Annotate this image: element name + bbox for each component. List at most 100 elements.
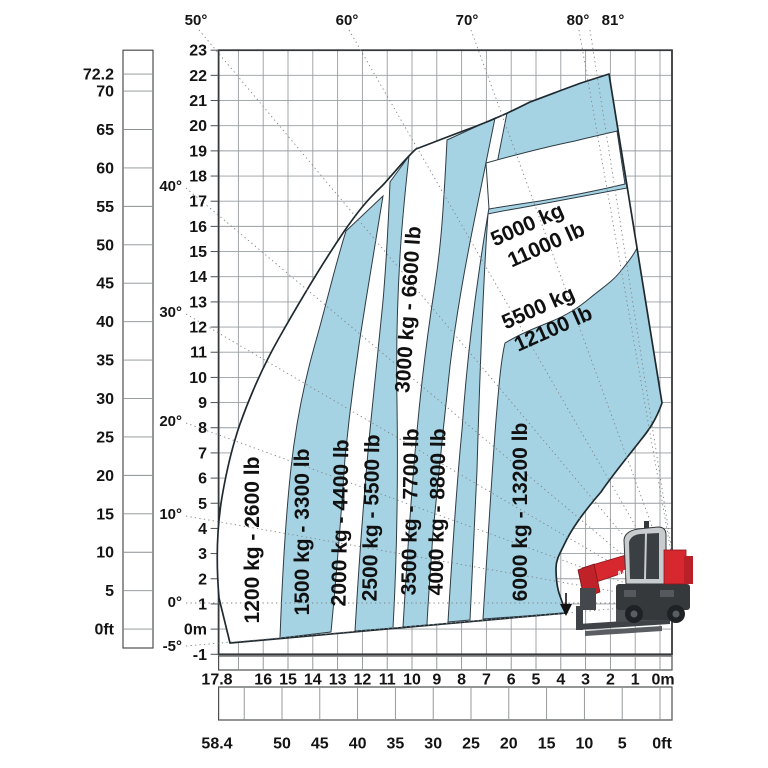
engine-body [663, 549, 687, 585]
height-m-label: 17 [189, 194, 207, 211]
reach-m-label: 8 [457, 672, 466, 689]
height-ft-label: 35 [96, 353, 114, 370]
height-m-label: 14 [189, 269, 207, 286]
height-ft-label: 15 [96, 506, 114, 523]
height-m-label: 10 [189, 370, 207, 387]
height-m-label: 11 [190, 345, 207, 362]
reach-m-label: 9 [432, 672, 441, 689]
height-m-label: 8 [198, 420, 207, 437]
height-m-label: 23 [189, 43, 207, 60]
height-m-label: 9 [198, 395, 207, 412]
cab-pillar [644, 532, 647, 580]
height-m-label: 1 [198, 596, 207, 613]
zone-band-1500 [279, 194, 384, 639]
height-ft-label: 70 [96, 84, 114, 101]
height-ft-label: 10 [96, 545, 114, 562]
reach-ft-label: 50 [273, 736, 291, 753]
height-ft-label: 5 [105, 583, 114, 600]
wheel-hub [630, 610, 638, 618]
reach-ft-label: 10 [576, 736, 594, 753]
height-scale-ft-ruler [122, 49, 154, 649]
height-ft-label: 45 [96, 276, 114, 293]
brand-logo-text: M [617, 569, 628, 581]
boom-angle-top-label: 81° [602, 12, 625, 29]
height-m-label: 20 [189, 118, 207, 135]
reach-scale-ft-ruler [218, 686, 673, 721]
height-m-label: 16 [189, 219, 207, 236]
boom-angle-left-label: 40° [159, 178, 182, 195]
height-ft-label: 40 [96, 314, 114, 331]
boom-angle-top-label: 60° [336, 12, 359, 29]
height-ft-label: 50 [96, 237, 114, 254]
height-m-label: -1 [193, 647, 207, 664]
height-ft-label: 20 [96, 468, 114, 485]
cab-window [629, 533, 659, 579]
boom-angle-left-label: 10° [159, 506, 182, 523]
zone-label-4000: 4000 kg - 8800 lb [425, 428, 451, 595]
reach-m-label: 13 [329, 672, 347, 689]
zone-band-3500 [402, 117, 496, 628]
reach-ft-label: 5 [618, 736, 627, 753]
reach-ft-label: 15 [538, 736, 556, 753]
reach-m-label: 2 [606, 672, 615, 689]
height-ft-label: 65 [96, 122, 114, 139]
boom-angle-top-label: 50° [185, 12, 208, 29]
height-ft-label: 0ft [94, 622, 114, 639]
chassis-detail [660, 590, 674, 597]
height-m-label: 0m [184, 622, 207, 639]
reach-ft-label: 35 [387, 736, 405, 753]
zone-label-1200: 1200 kg - 2600 lb [241, 457, 264, 624]
reach-m-label: 12 [354, 672, 372, 689]
height-ft-label: 30 [96, 391, 114, 408]
reach-m-label: 11 [379, 672, 396, 689]
telehandler-illustration: M [576, 521, 693, 636]
reach-m-label: 1 [631, 672, 640, 689]
height-m-label: 13 [189, 294, 207, 311]
height-m-label: 18 [189, 169, 207, 186]
fork-tine-icon [578, 618, 670, 630]
reach-m-label: 4 [556, 672, 565, 689]
reach-m-label: 5 [532, 672, 541, 689]
height-m-label: 12 [189, 320, 207, 337]
height-m-label: 7 [198, 445, 207, 462]
height-m-label: 19 [189, 143, 207, 160]
reach-scale-m-strip [218, 655, 673, 671]
reach-m-label: 15 [279, 672, 297, 689]
height-m-label: 3 [198, 546, 207, 563]
zone-label-2000: 2000 kg - 4400 lb [328, 439, 354, 606]
reach-m-label: 10 [403, 672, 421, 689]
zone-label-1500: 1500 kg - 3300 lb [291, 449, 314, 616]
boom-angle-left-label: 30° [159, 304, 182, 321]
height-m-label: 2 [198, 571, 207, 588]
reach-m-label: 3 [581, 672, 590, 689]
reach-m-label: 16 [254, 672, 272, 689]
reach-m-label: 7 [482, 672, 491, 689]
capacity-envelope [216, 73, 663, 644]
reach-ft-label: 40 [349, 736, 367, 753]
boom-angle-left-label: -5° [163, 638, 182, 655]
counterweight [684, 556, 693, 584]
reach-ft-label: 20 [500, 736, 518, 753]
reach-m-label: 0m [651, 672, 674, 689]
chassis-detail [624, 590, 636, 597]
zone-label-6000: 6000 kg - 13200 lb [509, 423, 532, 602]
zone-label-2500: 2500 kg - 5500 lb [359, 434, 385, 601]
height-ft-label: 55 [96, 199, 114, 216]
fork-heel [576, 606, 583, 630]
height-ft-label: 60 [96, 160, 114, 177]
reach-m-label: 6 [507, 672, 516, 689]
zone-band-gap-white [485, 130, 626, 210]
load-point-arrow [560, 593, 572, 616]
boom-angle-left-label: 20° [159, 413, 182, 430]
reach-ft-label: 45 [311, 736, 329, 753]
height-m-label: 21 [189, 93, 207, 110]
zone-label-3500: 3500 kg - 7700 lb [398, 428, 424, 595]
reach-ft-label: 58.4 [201, 736, 232, 753]
boom-angle-top-label: 80° [567, 12, 590, 29]
height-m-label: 22 [189, 68, 207, 85]
height-m-label: 5 [198, 496, 207, 513]
fork-tine2-icon [585, 626, 662, 636]
reach-m-label: 14 [304, 672, 322, 689]
